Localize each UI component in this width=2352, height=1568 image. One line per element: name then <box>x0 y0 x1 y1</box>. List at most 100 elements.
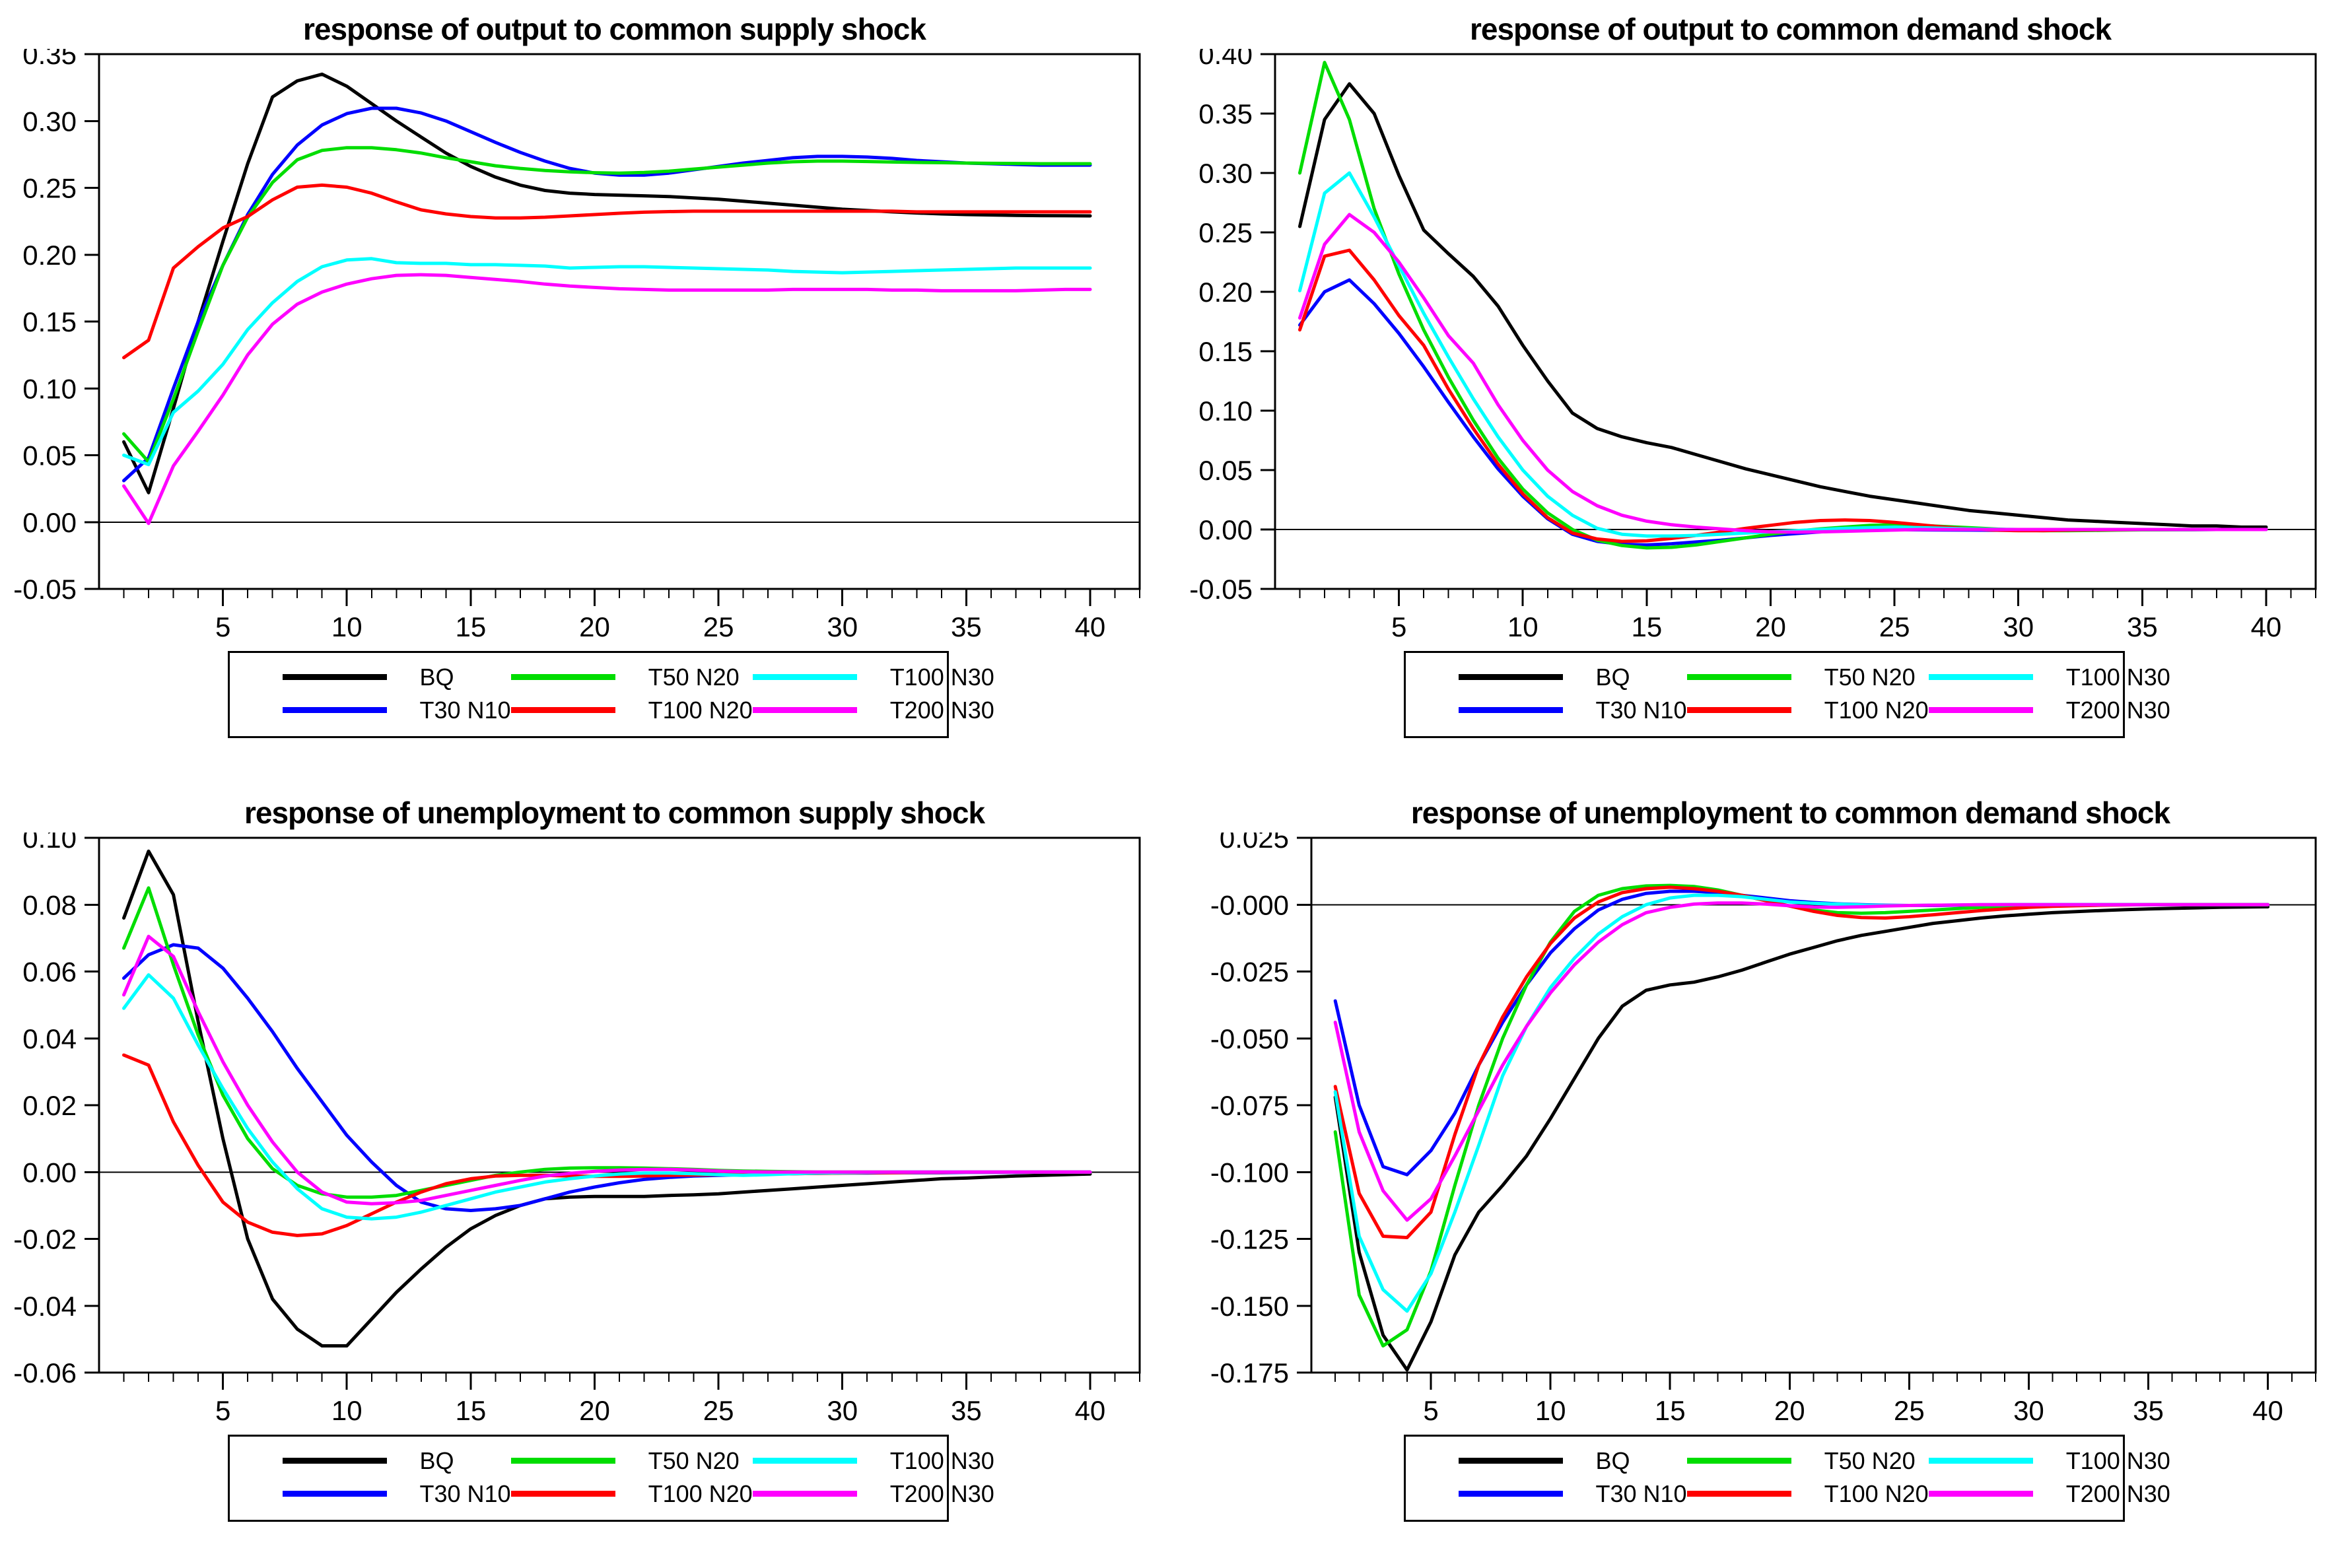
legend-swatch-t100-n20 <box>1686 707 1791 713</box>
x-tick-label: 5 <box>215 1395 230 1426</box>
x-tick-label: 35 <box>951 611 982 642</box>
chart-title: response of output to common supply shoc… <box>303 12 926 46</box>
series-line-t30-n10 <box>1298 278 2268 547</box>
legend-swatch-t100-n20 <box>1686 1491 1791 1497</box>
series-line-t100-n20 <box>1333 885 2270 1239</box>
y-tick-label: 0.10 <box>22 833 77 854</box>
series-line-t200-n30 <box>1298 213 2268 533</box>
legend-item: T30 N10 <box>282 1480 511 1508</box>
legend-swatch-t100-n30 <box>752 1458 857 1464</box>
legend-label: T100 N30 <box>2065 663 2170 691</box>
plot-box <box>98 836 1141 1373</box>
y-tick-label: -0.06 <box>13 1357 77 1388</box>
legend-swatch-bq <box>282 1458 387 1464</box>
series-line-t200-n30 <box>1333 901 2270 1222</box>
y-tick-label: 0.15 <box>22 306 77 337</box>
chart-output-demand: response of output to common demand shoc… <box>1176 0 2352 784</box>
plot-host: 0.10 0.08 0.06 0.04 0.02 0.00 -0.02 -0.04 -0.06 5… <box>0 833 1176 1431</box>
y-tick-label: -0.150 <box>1210 1290 1289 1321</box>
legend-swatch-t200-n30 <box>752 707 857 713</box>
legend-item: BQ <box>1458 664 1687 691</box>
x-tick-label: 35 <box>2133 1395 2164 1426</box>
plot-box <box>1310 836 2317 1373</box>
y-tick-label: 0.02 <box>22 1090 77 1121</box>
y-tick-label: 0.35 <box>1198 98 1253 129</box>
y-tick-label: 0.10 <box>22 373 77 404</box>
legend-swatch-t100-n20 <box>510 707 615 713</box>
y-tick-label: 0.05 <box>22 440 77 471</box>
legend-swatch-bq <box>1458 1458 1563 1464</box>
chart-unemployment-supply: response of unemployment to common suppl… <box>0 784 1176 1568</box>
x-tick-label: 10 <box>1507 611 1539 642</box>
legend-label: T100 N20 <box>1824 696 1929 724</box>
legend-item: T50 N20 <box>510 664 753 691</box>
legend-swatch-t50-n20 <box>510 1458 615 1464</box>
legend-swatch-t200-n30 <box>1928 1491 2033 1497</box>
plot-svg: 0.10 0.08 0.06 0.04 0.02 0.00 -0.02 -0.04 -0.06 5… <box>13 833 1141 1426</box>
y-tick-label: 0.06 <box>22 956 77 987</box>
plot-host: 0.40 0.35 0.30 0.25 0.20 0.15 0.10 0.05 0.00 -0.0… <box>1176 49 2352 647</box>
legend-label: T30 N10 <box>419 696 511 724</box>
legend-label: T100 N30 <box>2065 1447 2170 1474</box>
x-tick-label: 25 <box>703 611 734 642</box>
legend-item: T200 N30 <box>752 696 994 724</box>
series-line-t200-n30 <box>122 273 1092 525</box>
legend-item: T100 N20 <box>510 696 753 724</box>
x-tick-label: 25 <box>703 1395 734 1426</box>
legend-swatch-t30-n10 <box>282 1491 387 1497</box>
y-tick-label: 0.04 <box>22 1023 77 1054</box>
y-tick-label: -0.05 <box>13 574 77 605</box>
plot-host: 0.35 0.30 0.25 0.20 0.15 0.10 0.05 0.00 -0.05 5 10… <box>0 49 1176 647</box>
legend-swatch-t100-n30 <box>752 674 857 680</box>
plot-svg: 0.35 0.30 0.25 0.20 0.15 0.10 0.05 0.00 -0.05 5 10… <box>13 49 1141 642</box>
y-tick-label: 0.30 <box>22 106 77 137</box>
y-tick-label: 0.15 <box>1198 336 1253 367</box>
y-tick-label: 0.25 <box>22 172 77 203</box>
x-tick-label: 15 <box>455 1395 486 1426</box>
x-tick-label: 25 <box>1879 611 1910 642</box>
legend-item: T200 N30 <box>752 1480 994 1508</box>
y-tick-label: -0.05 <box>1189 574 1253 605</box>
x-tick-label: 20 <box>1774 1395 1805 1426</box>
legend-item: T50 N20 <box>1686 1447 1929 1475</box>
y-tick-label: -0.000 <box>1210 889 1289 920</box>
legend-label: T30 N10 <box>419 1480 511 1507</box>
legend-label: T200 N30 <box>2065 696 2170 724</box>
series-line-t100-n20 <box>122 183 1092 359</box>
legend-item: T100 N30 <box>752 663 994 691</box>
x-tick-label: 10 <box>1535 1395 1566 1426</box>
legend-label: T30 N10 <box>1595 1480 1687 1507</box>
y-tick-label: 0.025 <box>1220 833 1289 854</box>
legend-box: BQ T30 N10 T50 N20 T100 N20 T100 N30 T200 N30 <box>1403 1434 2170 1522</box>
legend-swatch-t30-n10 <box>282 707 387 713</box>
y-tick-label: 0.10 <box>1198 395 1253 426</box>
legend-item: BQ <box>282 1447 511 1475</box>
y-tick-label: -0.125 <box>1210 1223 1289 1254</box>
legend-label: T30 N10 <box>1595 696 1687 724</box>
series-line-t100-n30 <box>122 256 1092 466</box>
chart-title: response of output to common demand shoc… <box>1469 12 2112 46</box>
series-line-bq <box>122 72 1092 494</box>
x-tick-label: 5 <box>1391 611 1406 642</box>
x-tick-label: 40 <box>1075 611 1106 642</box>
x-tick-label: 40 <box>1075 1395 1106 1426</box>
x-tick-label: 15 <box>1655 1395 1686 1426</box>
y-tick-label: 0.00 <box>22 1157 77 1188</box>
legend-item: T200 N30 <box>1928 1480 2170 1508</box>
legend-label: T100 N30 <box>889 1447 994 1474</box>
legend-item: T30 N10 <box>1458 696 1687 724</box>
x-tick-label: 30 <box>827 611 858 642</box>
x-tick-label: 20 <box>579 1395 610 1426</box>
series-line-t50-n20 <box>122 885 1092 1199</box>
legend-label: T100 N30 <box>889 663 994 691</box>
legend-label: T100 N20 <box>648 696 753 724</box>
series-line-t100-n30 <box>122 972 1092 1221</box>
x-tick-label: 40 <box>2251 611 2282 642</box>
y-tick-label: -0.175 <box>1210 1357 1289 1388</box>
legend-label: T50 N20 <box>1824 663 1916 691</box>
series-line-t100-n20 <box>122 1053 1092 1237</box>
legend-label: T200 N30 <box>889 696 994 724</box>
chart-title: response of unemployment to common suppl… <box>244 796 985 830</box>
y-tick-label: 0.25 <box>1198 217 1253 248</box>
